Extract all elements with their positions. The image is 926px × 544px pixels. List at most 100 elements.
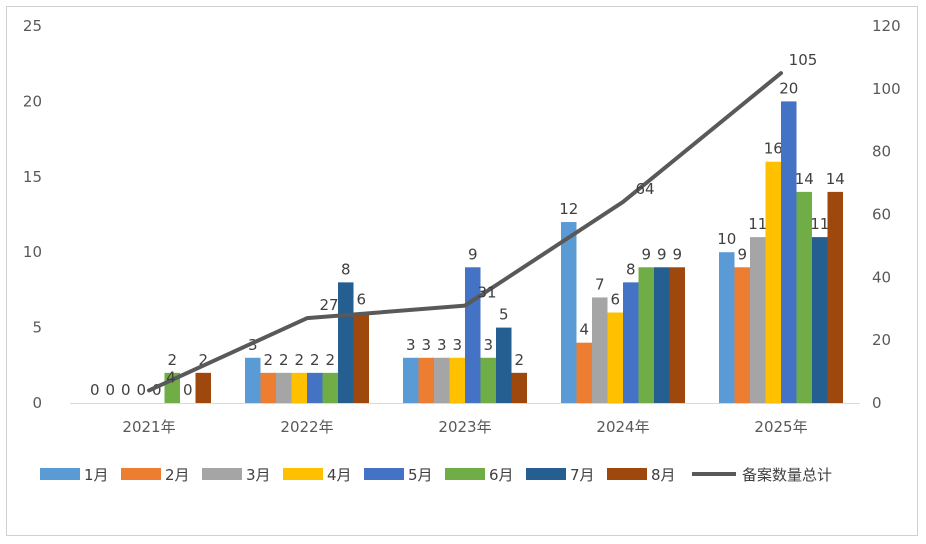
bar-data-label: 2 bbox=[198, 351, 208, 369]
bar bbox=[276, 372, 292, 403]
legend-label: 8月 bbox=[651, 466, 676, 484]
y-left-tick-label: 25 bbox=[23, 17, 42, 35]
y-left-tick-label: 5 bbox=[32, 319, 42, 337]
legend-label: 1月 bbox=[84, 466, 109, 484]
line-data-label: 64 bbox=[635, 180, 654, 198]
bar-data-label: 5 bbox=[499, 306, 509, 324]
legend-swatch bbox=[283, 468, 323, 480]
bar bbox=[623, 282, 639, 403]
bar-data-label: 9 bbox=[641, 245, 651, 263]
bar-data-label: 0 bbox=[90, 381, 100, 399]
bar bbox=[592, 297, 608, 403]
bar bbox=[434, 357, 450, 403]
bar bbox=[796, 191, 812, 403]
bar bbox=[638, 267, 654, 403]
bar-data-label: 20 bbox=[779, 79, 798, 97]
y-right-tick-label: 120 bbox=[872, 17, 901, 35]
x-category-label: 2023年 bbox=[438, 418, 491, 436]
bar bbox=[245, 357, 261, 403]
bar-data-label: 3 bbox=[437, 336, 447, 354]
bar-data-label: 9 bbox=[737, 245, 747, 263]
bar-data-label: 2 bbox=[514, 351, 524, 369]
bar bbox=[654, 267, 670, 403]
legend-swatch bbox=[121, 468, 161, 480]
bar bbox=[812, 237, 828, 403]
bar-data-label: 2 bbox=[167, 351, 177, 369]
bar bbox=[291, 372, 307, 403]
bar-data-label: 2 bbox=[263, 351, 273, 369]
bar bbox=[669, 267, 685, 403]
line-data-label: 27 bbox=[319, 296, 338, 314]
legend-label: 备案数量总计 bbox=[742, 466, 832, 484]
y-left-tick-label: 10 bbox=[23, 243, 42, 261]
y-left-tick-label: 0 bbox=[32, 394, 42, 412]
line-data-label: 31 bbox=[477, 284, 496, 302]
legend-label: 3月 bbox=[246, 466, 271, 484]
bar bbox=[260, 372, 276, 403]
x-category-label: 2021年 bbox=[122, 418, 175, 436]
bar bbox=[403, 357, 419, 403]
bar bbox=[496, 327, 512, 403]
legend-swatch bbox=[607, 468, 647, 480]
legend-label: 7月 bbox=[570, 466, 595, 484]
bar-data-label: 11 bbox=[748, 215, 767, 233]
bar bbox=[449, 357, 465, 403]
bar-data-label: 2 bbox=[294, 351, 304, 369]
bar-data-label: 4 bbox=[579, 321, 589, 339]
bar bbox=[734, 267, 750, 403]
bar-data-label: 9 bbox=[672, 245, 682, 263]
x-category-label: 2024年 bbox=[596, 418, 649, 436]
bar-data-label: 0 bbox=[121, 381, 131, 399]
bar-data-label: 2 bbox=[279, 351, 289, 369]
y-right-tick-label: 100 bbox=[872, 80, 901, 98]
bar-data-label: 8 bbox=[626, 260, 636, 278]
bar-data-label: 6 bbox=[610, 291, 620, 309]
y-right-tick-label: 40 bbox=[872, 268, 891, 286]
bar-data-label: 9 bbox=[468, 245, 478, 263]
bar-data-label: 2 bbox=[325, 351, 335, 369]
x-category-label: 2025年 bbox=[754, 418, 807, 436]
bar-data-label: 0 bbox=[105, 381, 115, 399]
bar-data-label: 3 bbox=[406, 336, 416, 354]
bar-data-label: 10 bbox=[717, 230, 736, 248]
bar-data-label: 0 bbox=[136, 381, 146, 399]
bar bbox=[353, 312, 369, 403]
legend-swatch bbox=[445, 468, 485, 480]
y-right-tick-label: 0 bbox=[872, 394, 882, 412]
bar-data-label: 8 bbox=[341, 260, 351, 278]
legend-swatch bbox=[364, 468, 404, 480]
legend-label: 6月 bbox=[489, 466, 514, 484]
y-left-tick-label: 20 bbox=[23, 92, 42, 110]
line-data-label: 4 bbox=[166, 368, 176, 386]
legend-swatch bbox=[40, 468, 80, 480]
bar-data-label: 3 bbox=[452, 336, 462, 354]
bar-data-label: 0 bbox=[183, 381, 193, 399]
bar bbox=[750, 237, 766, 403]
bar bbox=[307, 372, 323, 403]
bar bbox=[607, 312, 623, 403]
bar bbox=[827, 191, 843, 403]
bar bbox=[418, 357, 434, 403]
bar-data-label: 3 bbox=[483, 336, 493, 354]
bar bbox=[511, 372, 527, 403]
bar bbox=[195, 372, 211, 403]
y-right-tick-label: 20 bbox=[872, 331, 891, 349]
total-line bbox=[147, 71, 783, 393]
y-right-tick-label: 80 bbox=[872, 143, 891, 161]
y-right-tick-label: 60 bbox=[872, 206, 891, 224]
bar-data-label: 3 bbox=[421, 336, 431, 354]
bar bbox=[480, 357, 496, 403]
bar-data-label: 16 bbox=[764, 140, 783, 158]
bar bbox=[781, 101, 797, 404]
x-category-label: 2022年 bbox=[280, 418, 333, 436]
bar-data-label: 7 bbox=[595, 275, 605, 293]
bar bbox=[561, 222, 577, 403]
bar-data-label: 6 bbox=[356, 291, 366, 309]
bar bbox=[576, 342, 592, 403]
bar bbox=[765, 161, 781, 403]
bar-data-label: 14 bbox=[826, 170, 845, 188]
bar bbox=[338, 282, 354, 403]
y-left-tick-label: 15 bbox=[23, 168, 42, 186]
bar-data-label: 14 bbox=[795, 170, 814, 188]
